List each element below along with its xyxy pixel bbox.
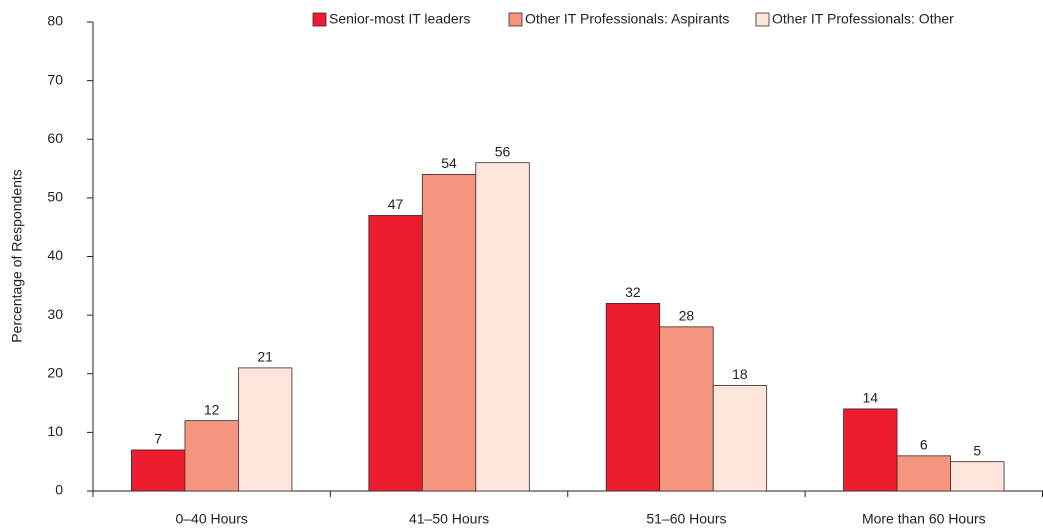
y-axis-label: Percentage of Respondents <box>9 169 25 343</box>
y-tick-label: 70 <box>47 71 63 87</box>
value-label: 47 <box>388 196 404 212</box>
value-label: 56 <box>495 143 511 159</box>
y-tick-label: 60 <box>47 130 63 146</box>
bar <box>238 367 293 492</box>
value-label: 12 <box>204 401 220 417</box>
bar <box>131 449 186 492</box>
value-label: 18 <box>732 366 748 382</box>
bar <box>843 408 898 492</box>
legend-label: Other IT Professionals: Other <box>772 11 954 27</box>
bar <box>421 174 477 492</box>
value-label: 32 <box>625 284 641 300</box>
value-label: 5 <box>973 442 981 458</box>
legend-swatch <box>508 12 523 27</box>
x-tick-label: 0–40 Hours <box>175 511 247 527</box>
y-tick-label: 20 <box>47 364 63 380</box>
legend-swatch <box>312 12 327 27</box>
value-label: 21 <box>257 349 273 365</box>
value-label: 7 <box>154 431 162 447</box>
y-tick-label: 0 <box>55 482 63 498</box>
value-label: 14 <box>863 390 879 406</box>
y-tick-label: 50 <box>47 189 63 205</box>
bar <box>368 215 423 492</box>
legend-label: Other IT Professionals: Aspirants <box>525 11 729 27</box>
bar <box>475 162 530 492</box>
value-label: 28 <box>679 308 695 324</box>
x-tick-label: 51–60 Hours <box>646 511 726 527</box>
bar <box>896 455 951 492</box>
value-label: 54 <box>441 155 457 171</box>
y-tick-label: 80 <box>47 13 63 29</box>
x-tick-label: 41–50 Hours <box>409 511 489 527</box>
legend-swatch <box>755 12 770 27</box>
y-tick-label: 30 <box>47 306 63 322</box>
bar <box>605 302 661 492</box>
bar <box>950 461 1005 492</box>
bar <box>712 385 768 492</box>
x-tick-label: More than 60 Hours <box>862 511 986 527</box>
bar <box>659 326 714 492</box>
value-label: 6 <box>920 437 928 453</box>
legend-label: Senior-most IT leaders <box>329 11 470 27</box>
y-tick-label: 40 <box>47 247 63 263</box>
y-tick-label: 10 <box>47 423 63 439</box>
bar <box>184 420 239 492</box>
